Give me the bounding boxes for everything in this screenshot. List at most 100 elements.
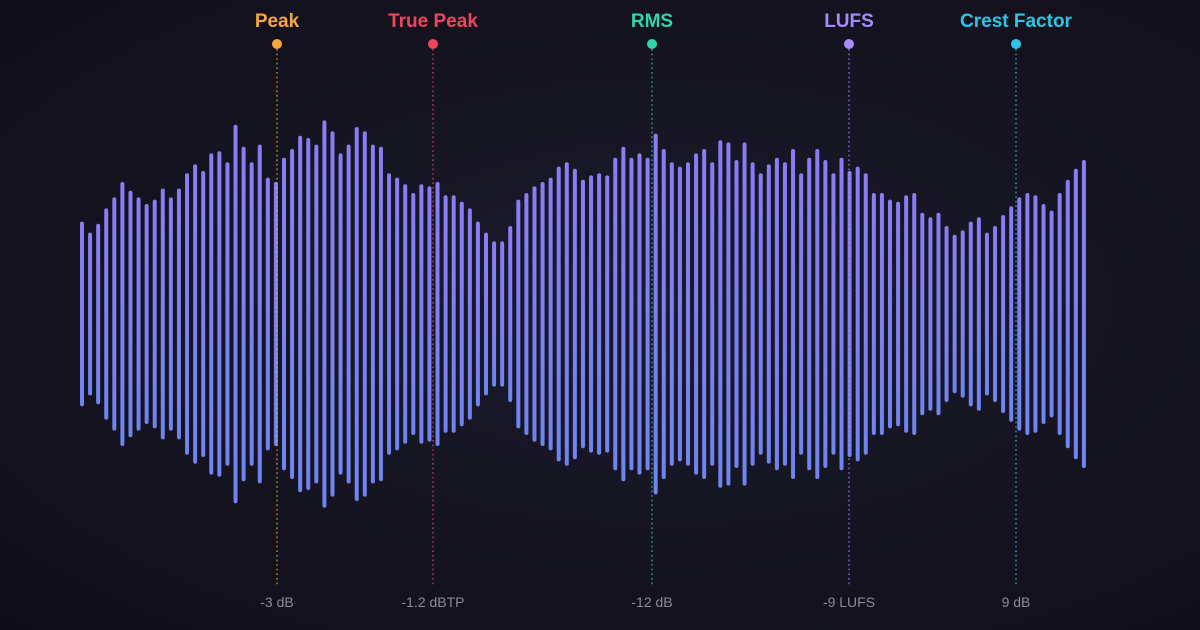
waveform-bar xyxy=(589,175,594,453)
waveform-bar xyxy=(419,184,424,444)
lufs-title: LUFS xyxy=(824,11,874,32)
rms-dot xyxy=(647,39,657,49)
waveform-bar xyxy=(209,153,214,475)
waveform-bar xyxy=(556,166,561,462)
waveform-bar xyxy=(330,131,335,497)
waveform-bar xyxy=(120,182,125,446)
waveform-bar xyxy=(80,221,84,407)
waveform-bar xyxy=(580,179,585,449)
waveform-bar xyxy=(904,195,909,433)
waveform-bar xyxy=(273,182,278,446)
waveform-bar xyxy=(702,149,707,479)
marker-rms[interactable]: RMS -12 dB xyxy=(631,11,673,610)
waveform-bar xyxy=(378,146,383,482)
waveform-bar xyxy=(1025,193,1030,435)
waveform-bar xyxy=(233,124,238,504)
waveform-bar xyxy=(863,173,868,455)
waveform-bar xyxy=(540,182,545,446)
waveform-bar xyxy=(823,160,828,468)
true-peak-title: True Peak xyxy=(388,11,478,32)
waveform-bar xyxy=(1073,168,1078,460)
waveform-bar xyxy=(1041,204,1046,424)
waveform-bar xyxy=(984,232,989,396)
waveform-bar xyxy=(605,175,610,453)
waveform-bar xyxy=(532,186,537,442)
waveform-bar xyxy=(1017,197,1022,431)
waveform-bar xyxy=(799,173,804,455)
crest-factor-dot xyxy=(1011,39,1021,49)
waveform-bar xyxy=(871,193,876,435)
waveform-bar xyxy=(298,135,303,493)
waveform-bar xyxy=(346,144,351,484)
lufs-dot xyxy=(844,39,854,49)
waveform-bar xyxy=(661,149,666,479)
waveform-bar xyxy=(548,177,553,451)
waveform-bar xyxy=(282,157,286,471)
waveform-bar xyxy=(766,164,771,464)
rms-value: -12 dB xyxy=(631,594,672,610)
crest-factor-value: 9 dB xyxy=(1002,594,1031,610)
waveform-bar xyxy=(928,217,933,411)
waveform-bar xyxy=(306,138,311,490)
waveform-bar xyxy=(944,226,949,402)
marker-lufs[interactable]: LUFS -9 LUFS xyxy=(823,11,875,610)
waveform-bar xyxy=(734,160,739,468)
peak-title: Peak xyxy=(255,11,300,32)
waveform-bar xyxy=(241,146,246,482)
waveform-bar xyxy=(1033,195,1038,433)
waveform-bar xyxy=(653,133,658,495)
peak-value: -3 dB xyxy=(260,594,293,610)
waveform-bar xyxy=(112,197,117,431)
waveform-bar xyxy=(451,195,456,433)
waveform-bar xyxy=(686,162,690,466)
marker-peak[interactable]: Peak -3 dB xyxy=(255,11,300,610)
waveform-bar xyxy=(144,204,149,424)
waveform-bar xyxy=(524,193,529,435)
marker-crest-factor[interactable]: Crest Factor 9 dB xyxy=(960,11,1073,610)
waveform-bar xyxy=(516,199,521,429)
waveform-bar xyxy=(168,197,173,431)
waveform-bar xyxy=(249,162,254,466)
waveform-bar xyxy=(217,151,222,477)
waveform-bar xyxy=(136,197,141,431)
waveform-bar xyxy=(912,193,917,435)
rms-title: RMS xyxy=(631,11,673,32)
waveform-bar xyxy=(920,212,925,416)
waveform-bar xyxy=(370,144,375,484)
waveform-bars xyxy=(80,120,1086,508)
waveform-bar xyxy=(952,234,957,394)
waveform-bar xyxy=(774,157,779,471)
waveform-bar xyxy=(694,153,699,475)
waveform-bar xyxy=(435,182,440,446)
waveform-bar xyxy=(572,168,577,460)
waveform-bar xyxy=(492,241,497,387)
true-peak-dot xyxy=(428,39,438,49)
waveform-bar xyxy=(411,193,416,435)
waveform-bar xyxy=(387,173,392,455)
waveform-bar xyxy=(976,217,981,411)
waveform-bar xyxy=(128,190,133,438)
waveform-bar xyxy=(484,232,488,396)
marker-true-peak[interactable]: True Peak -1.2 dBTP xyxy=(388,11,478,610)
waveform-bar xyxy=(839,157,844,471)
waveform-bar xyxy=(362,131,367,497)
waveform-bar xyxy=(807,157,812,471)
waveform-bar xyxy=(637,153,642,475)
waveform-bar xyxy=(176,188,181,440)
waveform-bar xyxy=(896,201,901,427)
waveform-bar xyxy=(290,149,295,479)
waveform-bar xyxy=(677,166,682,462)
waveform-bar xyxy=(993,226,998,402)
waveform-bar xyxy=(395,177,400,451)
waveform-bar xyxy=(104,208,109,420)
waveform-bar xyxy=(193,164,198,464)
waveform-bar xyxy=(1081,160,1086,468)
waveform-bar xyxy=(936,212,941,416)
waveform-bar xyxy=(403,184,408,444)
waveform-bar xyxy=(831,173,836,455)
waveform-bar xyxy=(1009,206,1014,422)
waveform-bar xyxy=(847,171,852,457)
waveform-bar xyxy=(225,162,230,466)
waveform-bar xyxy=(459,201,464,427)
